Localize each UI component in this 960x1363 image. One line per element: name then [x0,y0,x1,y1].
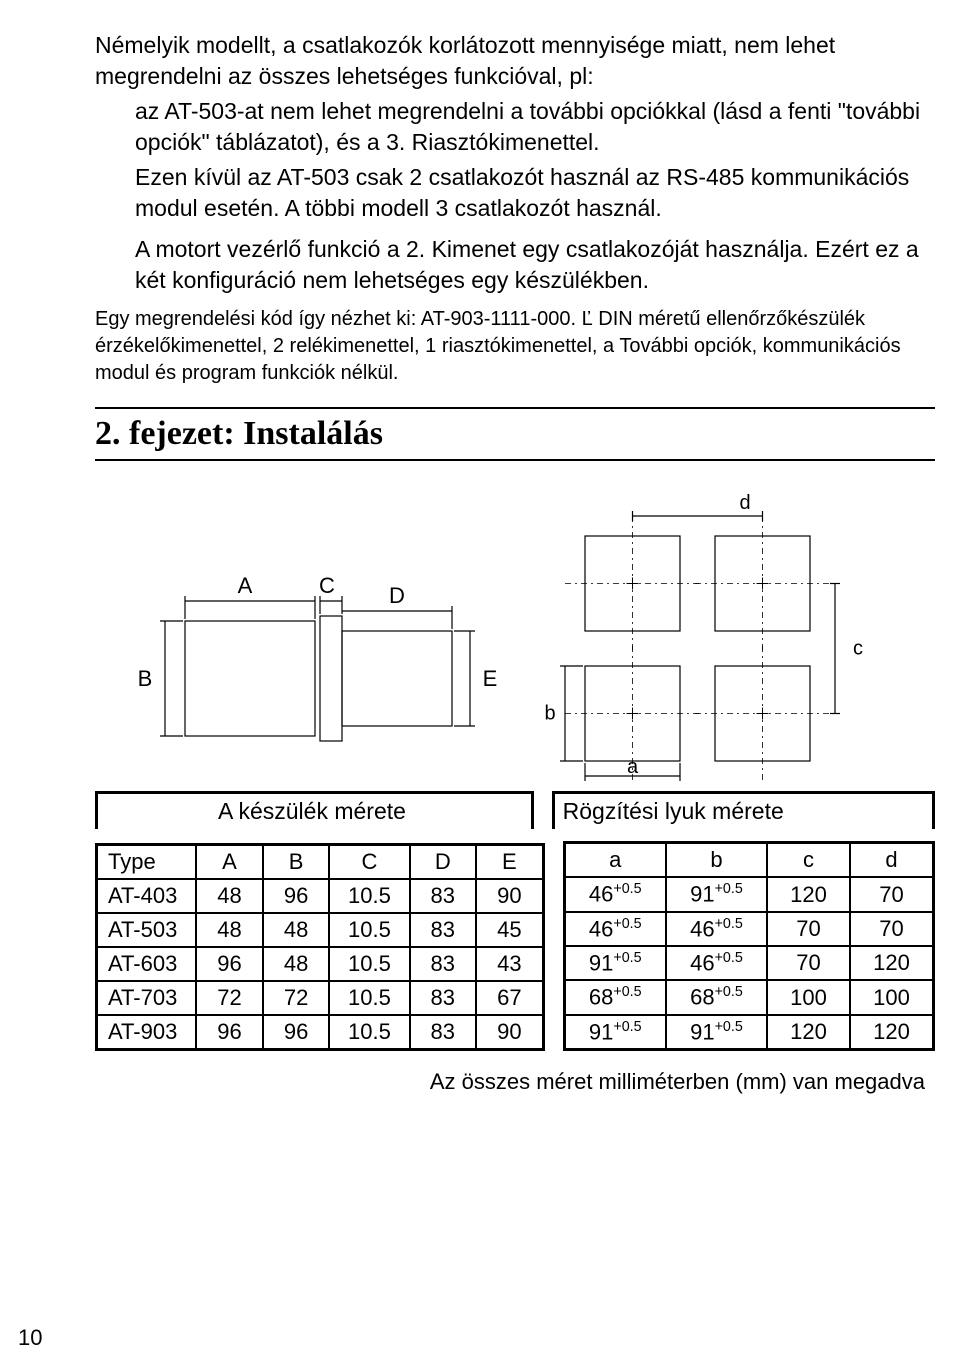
device-size-table: TypeABCDEAT-403489610.58390AT-503484810.… [95,843,545,1051]
table-cell: 91+0.5 [666,877,767,911]
table-cell: 68+0.5 [666,980,767,1014]
footer-note: Az összes méret milliméterben (mm) van m… [95,1069,935,1095]
table-row: AT-903969610.58390 [97,1015,544,1050]
table-cell: 100 [850,980,933,1014]
order-code-paragraph: Egy megrendelési kód így nézhet ki: AT-9… [95,306,935,387]
table-cell: 10.5 [329,1015,409,1050]
table-header-cell: B [263,845,330,880]
svg-text:b: b [544,703,555,725]
table-cell: 96 [263,1015,330,1050]
table-cell: 96 [196,1015,263,1050]
table-cell: 91+0.5 [666,1015,767,1050]
table-cell: 46+0.5 [666,946,767,980]
page-number: 10 [18,1325,42,1351]
table-cell: 120 [850,1015,933,1050]
table-cell: 91+0.5 [564,1015,666,1050]
table-cell: AT-903 [97,1015,197,1050]
chapter-header: 2. fejezet: Instalálás [95,407,935,461]
mounting-hole-table: abcd46+0.591+0.51207046+0.546+0.5707091+… [563,841,935,1051]
table2-title: Rögzítési lyuk mérete [552,791,935,829]
table-cell: 46+0.5 [564,877,666,911]
table-cell: 120 [767,877,850,911]
table-cell: AT-403 [97,879,197,913]
table-cell: 90 [476,1015,543,1050]
table-cell: 10.5 [329,879,409,913]
table-cell: 10.5 [329,981,409,1015]
table-cell: 72 [263,981,330,1015]
table-cell: 70 [767,946,850,980]
table-row: 46+0.546+0.57070 [564,912,933,946]
table1-title: A készülék mérete [95,791,534,829]
table-row: AT-503484810.58345 [97,913,544,947]
table-cell: 46+0.5 [564,912,666,946]
svg-text:a: a [627,756,639,778]
table-cell: 96 [263,879,330,913]
svg-text:d: d [739,492,750,514]
table-cell: 83 [410,947,477,981]
tables-row: TypeABCDEAT-403489610.58390AT-503484810.… [95,841,935,1051]
table-row: 91+0.546+0.570120 [564,946,933,980]
table-cell: 48 [263,913,330,947]
table-cell: AT-603 [97,947,197,981]
svg-text:C: C [319,573,335,598]
table-cell: 67 [476,981,543,1015]
table-cell: AT-503 [97,913,197,947]
dimension-diagrams: A B C D Ea b c d [95,491,935,781]
table-cell: 70 [850,912,933,946]
intro-line-2: az AT-503-at nem lehet megrendelni a tov… [135,96,935,158]
table-cell: AT-703 [97,981,197,1015]
table-cell: 83 [410,981,477,1015]
table-cell: 43 [476,947,543,981]
table-header-cell: E [476,845,543,880]
table-cell: 46+0.5 [666,912,767,946]
intro-line-3: Ezen kívül az AT-503 csak 2 csatlakozót … [135,162,935,224]
table-cell: 48 [196,879,263,913]
table-cell: 48 [196,913,263,947]
diagram-svg: A B C D Ea b c d [105,491,925,781]
intro-line-1: Némelyik modellt, a csatlakozók korlátoz… [95,30,935,92]
svg-text:A: A [238,573,253,598]
table-header-cell: b [666,843,767,878]
table-cell: 83 [410,913,477,947]
table-row: 46+0.591+0.512070 [564,877,933,911]
table-cell: 91+0.5 [564,946,666,980]
table-cell: 120 [767,1015,850,1050]
table-cell: 90 [476,879,543,913]
table-header-cell: D [410,845,477,880]
table-cell: 68+0.5 [564,980,666,1014]
table-header-cell: C [329,845,409,880]
table-header-cell: a [564,843,666,878]
table-cell: 120 [850,946,933,980]
table-cell: 72 [196,981,263,1015]
chapter-title: 2. fejezet: Instalálás [95,415,935,453]
svg-text:B: B [138,666,153,691]
table-cell: 96 [196,947,263,981]
table-cell: 83 [410,879,477,913]
table-row: AT-703727210.58367 [97,981,544,1015]
table-cell: 70 [767,912,850,946]
svg-text:c: c [853,638,863,660]
svg-text:E: E [483,666,498,691]
svg-text:D: D [389,583,405,608]
table-cell: 70 [850,877,933,911]
table-cell: 48 [263,947,330,981]
table-header-cell: A [196,845,263,880]
table-cell: 100 [767,980,850,1014]
table-cell: 10.5 [329,947,409,981]
table-cell: 10.5 [329,913,409,947]
table-row: 91+0.591+0.5120120 [564,1015,933,1050]
motor-paragraph: A motort vezérlő funkció a 2. Kimenet eg… [135,234,935,296]
table-cell: 83 [410,1015,477,1050]
table-header-cell: Type [97,845,197,880]
table-cell: 45 [476,913,543,947]
table-row: 68+0.568+0.5100100 [564,980,933,1014]
table-header-cell: c [767,843,850,878]
table-row: AT-603964810.58343 [97,947,544,981]
table-header-cell: d [850,843,933,878]
table-row: AT-403489610.58390 [97,879,544,913]
